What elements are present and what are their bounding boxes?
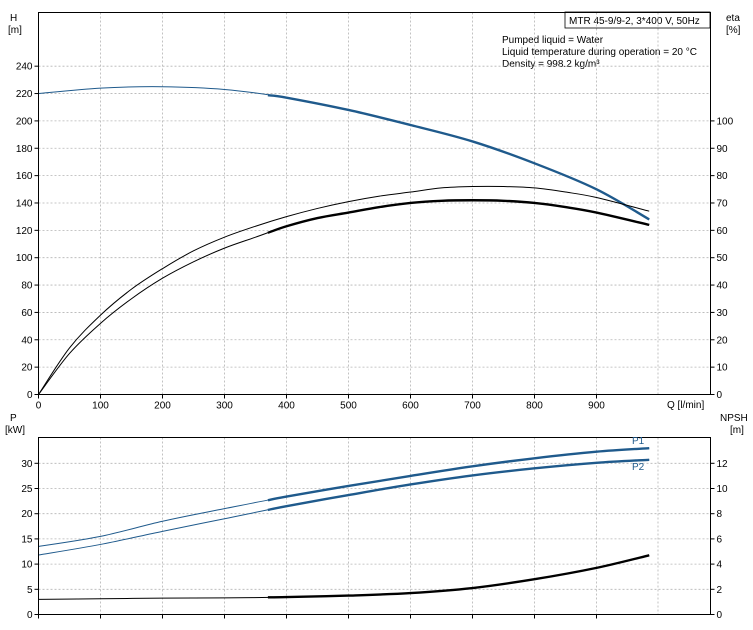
x-tick-label: 0: [36, 401, 42, 412]
y-left-tick-label: 0: [27, 610, 33, 621]
top-plot-frame: [38, 12, 711, 395]
y-left-tick-label: 80: [21, 281, 33, 292]
y-right-tick-label: 12: [717, 459, 729, 470]
y-right-tick-label: 10: [717, 484, 729, 495]
y-right-tick-label: 10: [717, 363, 729, 374]
y-right-tick-label: 90: [717, 144, 729, 155]
y-left-tick-label: 200: [16, 116, 33, 127]
x-tick-label: 600: [402, 401, 419, 412]
y-right-tick-label: 0: [717, 610, 723, 621]
x-tick-label: 400: [278, 401, 295, 412]
curve-head: [38, 86, 650, 220]
y-right-tick-label: 50: [717, 253, 729, 264]
y-right-tick-label: 6: [717, 534, 723, 545]
curve-head-operating-range: [267, 93, 650, 221]
x-tick-label: 900: [588, 401, 605, 412]
y-left-tick-label: 25: [21, 484, 33, 495]
y-right-label-bottom-var: NPSH: [720, 413, 748, 424]
y-right-tick-label: 4: [717, 560, 723, 571]
x-tick-label: 200: [154, 401, 171, 412]
y-left-label-bottom-unit: [kW]: [5, 425, 25, 436]
x-tick-label: 700: [464, 401, 481, 412]
y-left-label-top-var: H: [10, 13, 17, 24]
y-right-tick-label: 2: [717, 585, 723, 596]
y-left-label-top-unit: [m]: [8, 25, 22, 36]
curve-eta-2-operating-range: [267, 199, 650, 234]
legend-p1: P1: [632, 436, 645, 447]
y-left-tick-label: 20: [21, 363, 33, 374]
curve-P1-operating-range: [267, 446, 650, 502]
liquid-temperature-text: Liquid temperature during operation = 20…: [502, 47, 697, 58]
y-right-tick-label: 30: [717, 308, 729, 319]
y-left-tick-label: 140: [16, 198, 33, 209]
y-left-tick-label: 160: [16, 171, 33, 182]
y-right-tick-label: 100: [717, 116, 734, 127]
curve-NPSH: [38, 554, 650, 600]
x-tick-label: 100: [92, 401, 109, 412]
y-right-label-top-var: eta: [726, 13, 740, 24]
curve-NPSH-operating-range: [267, 554, 650, 599]
y-left-tick-label: 40: [21, 335, 33, 346]
y-right-tick-label: 0: [717, 390, 723, 401]
y-left-tick-label: 240: [16, 62, 33, 73]
y-right-tick-label: 8: [717, 509, 723, 520]
curve-eta-1: [38, 185, 650, 395]
pumped-liquid-text: Pumped liquid = Water: [502, 35, 604, 46]
y-left-tick-label: 5: [27, 585, 33, 596]
curve-eta-2: [38, 199, 650, 395]
x-axis-label: Q [l/min]: [667, 400, 704, 411]
y-left-tick-label: 120: [16, 226, 33, 237]
y-right-tick-label: 60: [717, 226, 729, 237]
y-right-tick-label: 40: [717, 281, 729, 292]
curve-P2-operating-range: [267, 458, 650, 512]
y-left-tick-label: 15: [21, 534, 33, 545]
bottom-plot-frame: [38, 437, 711, 615]
y-right-label-bottom-unit: [m]: [730, 425, 744, 436]
x-tick-label: 300: [216, 401, 233, 412]
x-tick-label: 500: [340, 401, 357, 412]
y-left-tick-label: 10: [21, 560, 33, 571]
y-right-label-top-unit: [%]: [726, 25, 741, 36]
y-left-tick-label: 30: [21, 459, 33, 470]
model-label: MTR 45-9/9-2, 3*400 V, 50Hz: [569, 16, 700, 27]
y-left-tick-label: 180: [16, 144, 33, 155]
x-tick-label: 800: [526, 401, 543, 412]
y-left-tick-label: 60: [21, 308, 33, 319]
y-left-tick-label: 20: [21, 509, 33, 520]
y-right-tick-label: 80: [717, 171, 729, 182]
legend-p2: P2: [632, 462, 645, 473]
y-left-tick-label: 100: [16, 253, 33, 264]
curve-P2: [38, 459, 650, 556]
y-left-tick-label: 220: [16, 89, 33, 100]
density-text: Density = 998.2 kg/m³: [502, 59, 600, 70]
y-right-tick-label: 70: [717, 198, 729, 209]
y-left-label-bottom-var: P: [10, 413, 17, 424]
y-left-tick-label: 0: [27, 390, 33, 401]
y-right-tick-label: 20: [717, 335, 729, 346]
